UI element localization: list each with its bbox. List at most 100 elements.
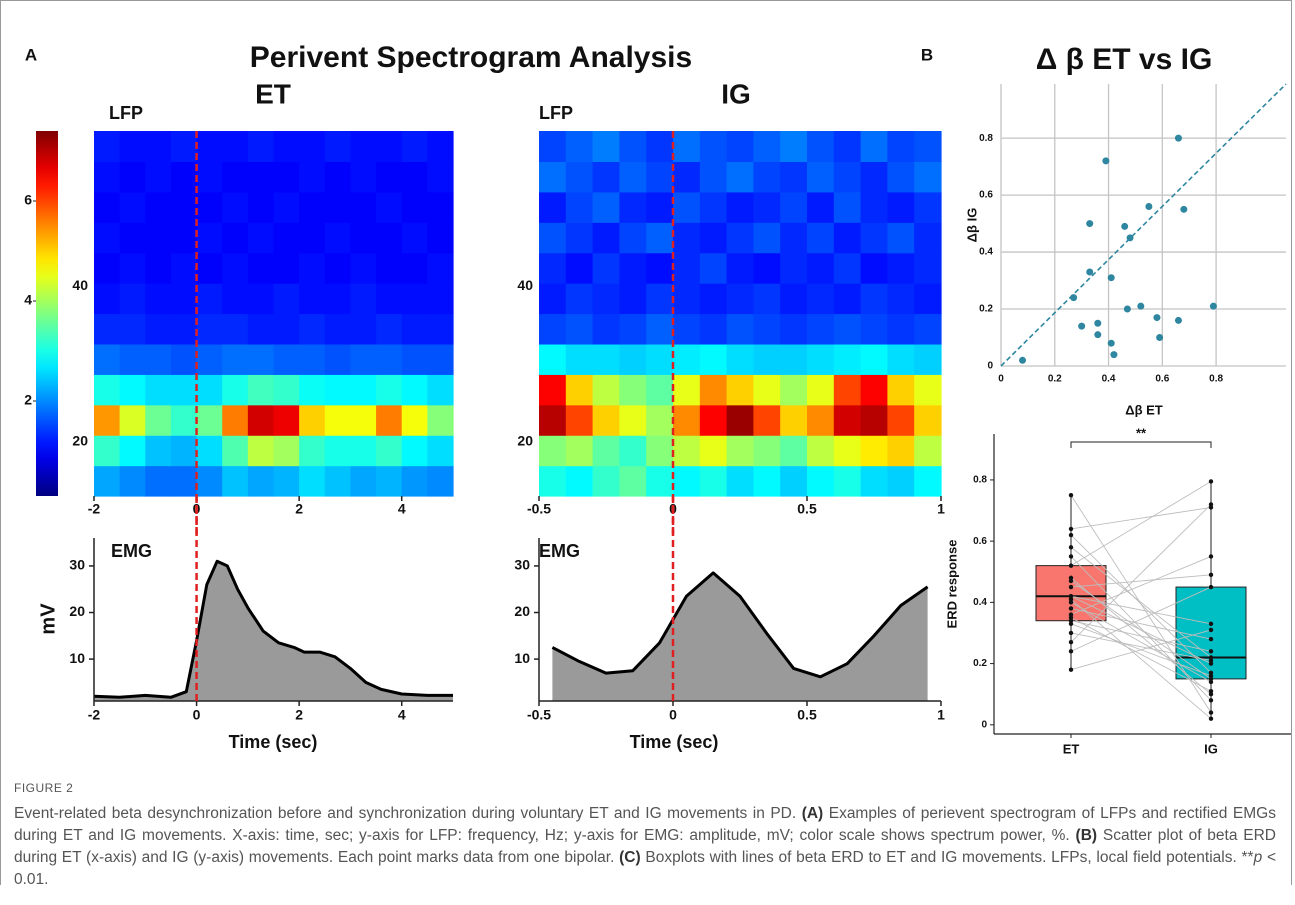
significance-bracket [1070, 441, 1212, 448]
heatmap-cell [887, 283, 915, 315]
heatmap-cell [145, 222, 172, 254]
heatmap-cell [145, 343, 172, 375]
heatmap-cell [780, 283, 808, 315]
chart-title: Δ β ET vs IG [1036, 43, 1213, 76]
heatmap-cell [914, 435, 942, 467]
heatmap-cell [860, 374, 888, 406]
y-tick-label: 20 [72, 432, 88, 448]
panel-sublabel: LFP [539, 103, 573, 123]
scatter-point [1153, 314, 1161, 322]
heatmap-cell [170, 374, 198, 406]
heatmap-cell [170, 252, 198, 284]
heatmap-cell [807, 374, 835, 406]
heatmap-cell [119, 435, 146, 467]
heatmap-cell [753, 465, 781, 497]
line [93, 559, 453, 699]
y-tick-label: 10 [69, 650, 85, 666]
heatmap-cell [887, 465, 915, 497]
heatmap-cell [427, 131, 454, 163]
heatmap-cell [726, 435, 754, 467]
colorbar-tick-label: 2 [24, 392, 32, 408]
heatmap-cell [860, 252, 888, 284]
heatmap-cell [780, 313, 808, 345]
y-tick-label: 20 [517, 432, 533, 448]
heatmap-cell [324, 374, 352, 406]
heatmap-cell [119, 191, 146, 223]
x-tick-label: 0.2 [1048, 374, 1062, 385]
scatter-point [1209, 302, 1217, 310]
heatmap-cell [807, 161, 835, 193]
panel-label: B [921, 45, 933, 64]
heatmap-cell [726, 191, 754, 223]
heatmap-cell [273, 191, 300, 223]
heatmap-cell [780, 161, 808, 193]
heatmap-cell [119, 222, 146, 254]
y-tick-label: 40 [72, 277, 88, 293]
panel-sublabel: EMG [111, 541, 152, 561]
heatmap-cell [170, 191, 198, 223]
heatmap-cell [780, 404, 808, 436]
scatter-point [1019, 356, 1027, 364]
heatmap-cell [914, 343, 942, 375]
data-point [1068, 606, 1074, 611]
heatmap-cell [170, 283, 198, 315]
heatmap-cell [833, 222, 862, 254]
heatmap-cell [299, 404, 326, 436]
heatmap-cell [833, 161, 862, 193]
heatmap-cell [914, 374, 942, 406]
paired-line [1070, 507, 1212, 530]
heatmap-cell [619, 465, 647, 497]
data-point [1208, 572, 1214, 578]
x-tick-label: 0 [669, 707, 677, 723]
data-point [1068, 630, 1074, 636]
heatmap-cell [273, 313, 300, 345]
heatmap-cell [324, 252, 352, 284]
heatmap-cell [592, 161, 620, 193]
heatmap-cell [646, 404, 674, 436]
heatmap-cell [273, 404, 300, 436]
heatmap-cell [833, 252, 862, 284]
heatmap-cell [119, 374, 146, 406]
paired-line [1070, 546, 1212, 658]
heatmap-cell [350, 343, 377, 375]
data-point [1208, 584, 1214, 590]
heatmap-cell [247, 161, 275, 193]
y-tick-label: 0.6 [973, 536, 987, 547]
heatmap-cell [222, 283, 249, 315]
heatmap-cell [780, 343, 808, 375]
heatmap-cell [119, 283, 146, 315]
figure: Perivent Spectrogram Analysis A B C -202… [24, 41, 1291, 756]
heatmap-cell [324, 222, 352, 254]
heatmap-cell [565, 374, 594, 406]
y-tick-label: 0.4 [979, 247, 993, 258]
heatmap-cell [699, 435, 728, 467]
scatter-point [1156, 334, 1164, 342]
heatmap-cell [196, 404, 223, 436]
heatmap-cell [196, 283, 223, 315]
heatmap-cell [376, 435, 403, 467]
heatmap-cell [726, 283, 754, 315]
colorbar [36, 131, 58, 496]
paired-line [1070, 595, 1212, 625]
heatmap-cell [807, 131, 835, 163]
scatter-point [1137, 302, 1145, 310]
heatmap-cell [350, 435, 377, 467]
heatmap-cell [887, 161, 915, 193]
heatmap-cell [539, 191, 567, 223]
heatmap-cell [619, 252, 647, 284]
heatmap-cell [673, 435, 701, 467]
heatmap-cell [539, 374, 567, 406]
heatmap-cell [350, 252, 377, 284]
heatmap-cell [807, 313, 835, 345]
heatmap-cell [887, 313, 915, 345]
heatmap-cell [94, 374, 121, 406]
heatmap-cell [427, 374, 454, 406]
heatmap-cell [196, 435, 223, 467]
heatmap-cell [646, 222, 674, 254]
data-point [1068, 578, 1074, 584]
heatmap-cell [299, 252, 326, 284]
heatmap-cell [914, 222, 942, 254]
y-tick-label: 0 [981, 719, 987, 730]
scatter-point [1070, 294, 1078, 302]
heatmap-cell [145, 161, 172, 193]
